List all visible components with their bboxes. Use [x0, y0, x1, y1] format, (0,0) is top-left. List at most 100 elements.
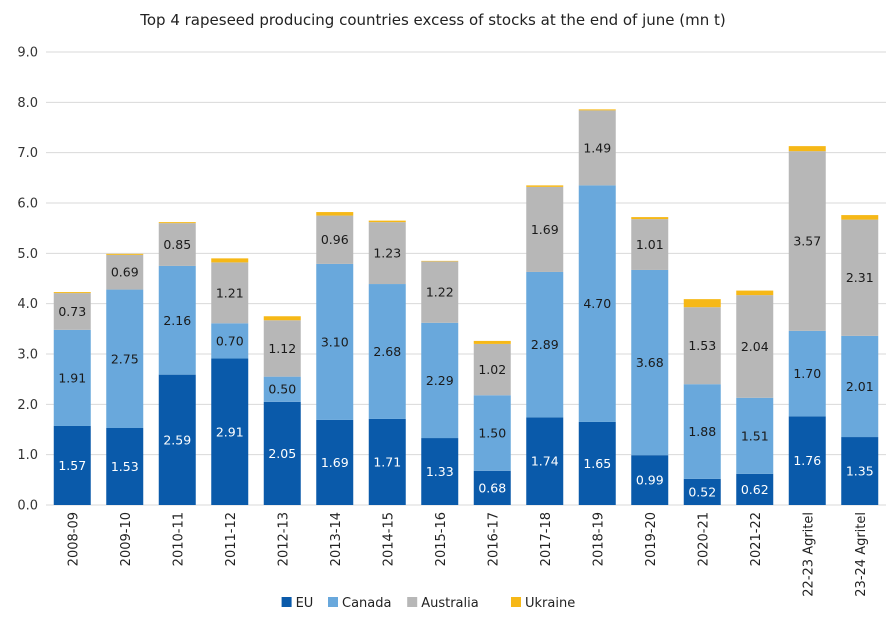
bar-segment [368, 222, 406, 285]
data-label: 1.70 [793, 366, 821, 381]
data-label: 1.50 [478, 426, 506, 441]
bar-segment [736, 473, 774, 505]
bar-segment [53, 293, 91, 330]
legend: EU Canada Australia Ukraine [281, 596, 575, 611]
bar-segment [158, 265, 196, 375]
x-tick-label: 2015-16 [434, 512, 449, 566]
y-tick-label: 9.0 [17, 46, 38, 61]
data-label: 4.70 [583, 296, 611, 311]
bar-segment [211, 323, 249, 359]
data-labels: 1.57 1.91 0.73 1.53 2.75 0.69 2.59 2.16 0.85 2.91… [58, 140, 873, 499]
data-label: 1.35 [846, 464, 874, 479]
bar-segment [158, 223, 196, 266]
x-tick-label: 2011-12 [224, 512, 239, 566]
bar-segment [316, 215, 354, 264]
data-label: 1.22 [426, 285, 454, 300]
data-label: 1.57 [58, 458, 86, 473]
bar-segment [841, 215, 879, 220]
legend-swatch [407, 597, 418, 607]
data-label: 1.53 [688, 338, 716, 353]
bar-segment [263, 376, 301, 402]
data-label: 0.99 [636, 473, 664, 488]
data-label: 0.70 [216, 333, 244, 348]
x-axis-ticks: 2008-09 2009-10 2010-11 2011-12 2012-13 2013-… [66, 512, 869, 597]
bar-segment [683, 478, 721, 505]
data-label: 0.68 [478, 480, 506, 495]
data-label: 2.05 [268, 446, 296, 461]
data-label: 1.88 [688, 424, 716, 439]
x-tick-label: 2010-11 [171, 512, 186, 566]
bar-segment [53, 329, 91, 426]
bar-segment [473, 470, 511, 505]
y-tick-label: 2.0 [17, 398, 38, 413]
data-label: 0.52 [688, 484, 716, 499]
data-label: 1.69 [321, 455, 349, 470]
data-label: 1.33 [426, 464, 454, 479]
data-label: 1.76 [793, 453, 821, 468]
bar-segment [788, 330, 826, 417]
x-tick-label: 2018-19 [591, 512, 606, 566]
bar-segment [578, 185, 616, 422]
data-label: 1.23 [373, 246, 401, 261]
data-label: 0.62 [741, 482, 769, 497]
legend-label: EU [296, 596, 314, 611]
bar-segment [631, 455, 669, 505]
bar-segment [421, 261, 459, 323]
data-label: 1.65 [583, 456, 611, 471]
bar-segment [526, 271, 564, 418]
bar-segment [158, 374, 196, 505]
data-label: 1.53 [111, 459, 139, 474]
x-tick-label: 2021-22 [749, 512, 764, 566]
bar-segment [421, 260, 459, 262]
bar-segment [368, 418, 406, 505]
bar-segment [526, 186, 564, 272]
bar-segment [211, 358, 249, 505]
data-label: 0.96 [321, 232, 349, 247]
bar-segment [263, 316, 301, 321]
bar-segment [211, 262, 249, 324]
data-label: 1.02 [478, 362, 506, 377]
data-label: 1.51 [741, 428, 769, 443]
x-tick-label: 2017-18 [539, 512, 554, 566]
x-tick-label: 2008-09 [66, 512, 81, 566]
bar-segment [683, 307, 721, 385]
x-tick-label: 2016-17 [486, 512, 501, 566]
bar-segment [526, 417, 564, 505]
legend-label: Ukraine [525, 596, 575, 611]
y-tick-label: 3.0 [17, 348, 38, 363]
bar-segment [316, 263, 354, 420]
y-tick-label: 6.0 [17, 197, 38, 212]
data-label: 2.75 [111, 351, 139, 366]
bar-segment [788, 416, 826, 505]
x-tick-label: 2009-10 [119, 512, 134, 566]
data-label: 2.04 [741, 339, 769, 354]
data-label: 1.01 [636, 237, 664, 252]
bar-segment [158, 222, 196, 224]
bar-segment [53, 292, 91, 294]
data-label: 1.71 [373, 454, 401, 469]
bar-segment [736, 397, 774, 474]
bar-segment [473, 340, 511, 344]
bar-segment [316, 419, 354, 505]
bars [53, 109, 879, 505]
x-tick-label: 2012-13 [276, 512, 291, 566]
bar-segment [106, 253, 144, 255]
bar-segment [368, 220, 406, 223]
data-label: 2.31 [846, 270, 874, 285]
y-tick-label: 7.0 [17, 146, 38, 161]
bar-segment [631, 219, 669, 270]
bar-segment [263, 401, 301, 505]
bar-segment [578, 109, 616, 111]
legend-swatch [511, 597, 521, 607]
bar-segment [106, 254, 144, 290]
data-label: 2.59 [163, 432, 191, 447]
y-tick-label: 5.0 [17, 247, 38, 262]
data-label: 1.49 [583, 140, 611, 155]
legend-label: Canada [342, 596, 391, 611]
data-label: 1.91 [58, 370, 86, 385]
data-label: 2.01 [846, 379, 874, 394]
data-label: 0.85 [163, 237, 191, 252]
bar-segment [631, 217, 669, 220]
bar-segment [578, 421, 616, 505]
